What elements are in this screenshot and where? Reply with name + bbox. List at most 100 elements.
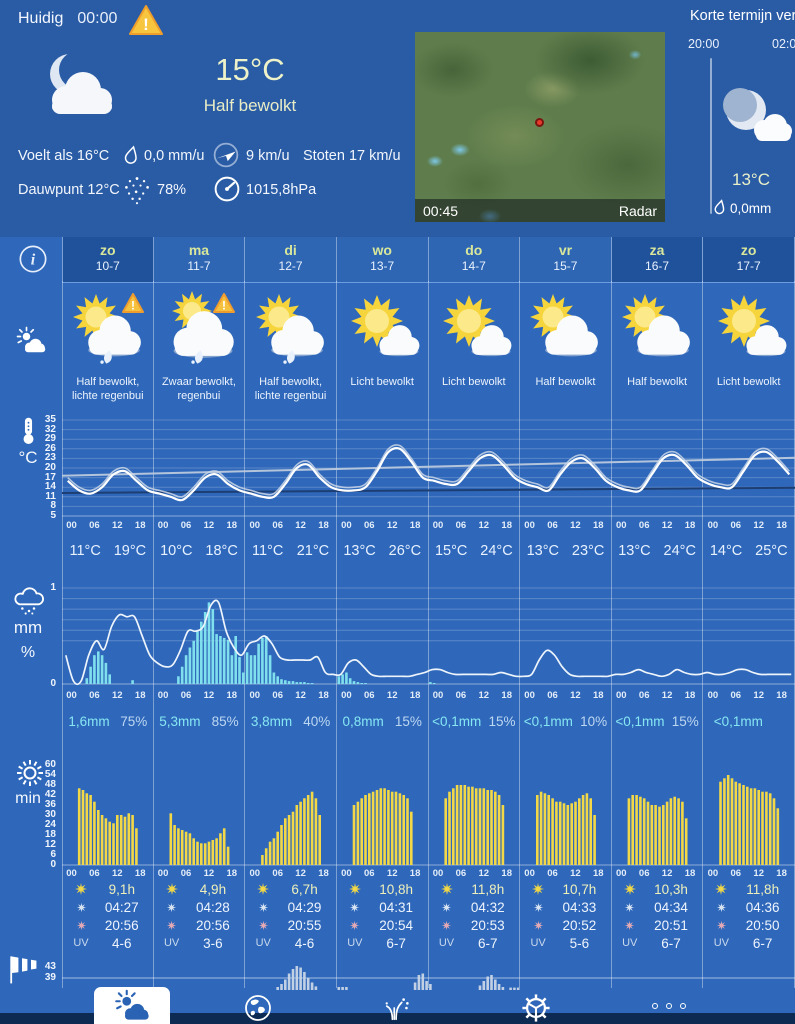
day-temps: 13°C 23°C (520, 543, 611, 559)
svg-text:06: 06 (456, 868, 467, 879)
feels-like: Voelt als 16°C (18, 148, 110, 164)
day-temp-min: 11°C (251, 543, 284, 559)
svg-text:00: 00 (250, 690, 261, 701)
day-name: vr (558, 242, 573, 258)
day-precip: 0,8mm 15% (337, 714, 428, 729)
tab-more[interactable] (652, 1003, 686, 1009)
y-tick: 29 (44, 433, 56, 445)
day-column-do-14-7[interactable]: do 14-7 Licht bewolkt 15°C 24°C <0,1mm 15% 11,8… (428, 237, 521, 988)
svg-text:!: ! (143, 15, 149, 34)
sunset-icon (520, 920, 548, 931)
day-uv: 4-6 (294, 935, 315, 951)
day-sunset-row: 20:56 (63, 916, 153, 934)
current-time: 00:00 (77, 10, 118, 27)
svg-text:00: 00 (524, 520, 535, 531)
day-column-ma-11-7[interactable]: ma 11-7! Zwaar bewolkt, regenbui 10°C 18°C 5,… (153, 237, 246, 988)
tab-settings[interactable] (521, 993, 551, 1024)
timeline-divider (710, 58, 712, 214)
current-condition: Half bewolkt (203, 96, 297, 115)
day-sun-hours: 9,1h (108, 881, 135, 897)
current-header: Huidig 00:00 (18, 10, 117, 28)
day-column-vr-15-7[interactable]: vr 15-7 Half bewolkt 13°C 23°C <0,1mm 10% 10,7h… (520, 237, 612, 988)
day-sun-hours-row: 6,7h (245, 880, 336, 898)
uv-label: UV (73, 937, 89, 949)
short-term-title: Korte termijn verwachting (690, 8, 795, 24)
day-temp-max: 24°C (663, 543, 696, 559)
day-name: di (284, 242, 297, 258)
day-header[interactable]: do 14-7 (428, 237, 520, 282)
svg-text:06: 06 (181, 520, 192, 531)
info-button[interactable]: i (18, 244, 48, 279)
day-sunrise-row: 04:33 (520, 898, 611, 916)
day-condition: Half bewolkt, lichte regenbui (72, 376, 144, 402)
svg-text:!: ! (131, 299, 135, 313)
day-sunrise-row: 04:31 (337, 898, 428, 916)
y-tick: 42 (44, 789, 56, 800)
day-column-di-12-7[interactable]: di 12-7 Half bewolkt, lichte regenbui 11°C 2… (245, 237, 337, 988)
svg-text:12: 12 (570, 868, 581, 879)
sunset-icon (63, 920, 91, 931)
svg-text:06: 06 (731, 520, 742, 531)
y-tick: 36 (44, 799, 56, 810)
moon-cloud-icon (36, 44, 124, 129)
day-sunset-row: 20:54 (337, 916, 428, 934)
day-column-za-16-7[interactable]: za 16-7 Half bewolkt 13°C 24°C <0,1mm 15% 10,3h… (611, 237, 704, 988)
day-temps: 15°C 24°C (429, 543, 520, 559)
radar-map[interactable]: 00:45 Radar (415, 32, 665, 222)
day-sunset-row: 20:55 (245, 916, 336, 934)
day-precip: 5,3mm 85% (154, 714, 245, 729)
day-sun-hours-row: 10,3h (612, 880, 703, 898)
sunrise-icon (520, 902, 548, 913)
day-header[interactable]: vr 15-7 (520, 237, 611, 282)
day-precip: 3,8mm 40% (245, 714, 336, 729)
sun-cloud-rain-warning-icon: ! (63, 283, 153, 375)
day-date: 15-7 (553, 259, 578, 273)
day-sunrise: 04:29 (287, 899, 322, 915)
sun-small-cloud-icon (703, 283, 794, 375)
day-name: zo (100, 242, 116, 258)
day-temp-min: 14°C (709, 543, 743, 559)
day-header[interactable]: za 16-7 (611, 237, 703, 282)
y-tick: 32 (44, 423, 56, 435)
pollen-icon (385, 998, 409, 1021)
wind-gusts: Stoten 17 km/u (303, 148, 401, 164)
svg-text:12: 12 (112, 690, 123, 701)
day-header[interactable]: ma 11-7 (153, 237, 245, 282)
svg-text:12: 12 (295, 520, 306, 531)
day-header[interactable]: zo 10-7 (63, 237, 153, 282)
sunrise-icon (703, 902, 731, 913)
day-sun-hours: 4,9h (199, 881, 227, 897)
day-sunset: 20:53 (470, 917, 505, 933)
sun-icon (703, 882, 731, 896)
day-header[interactable]: zo 17-7 (703, 237, 794, 282)
svg-text:06: 06 (89, 868, 100, 879)
day-column-zo-17-7[interactable]: zo 17-7 Licht bewolkt 14°C 25°C <0,1mm 11,8h 04… (703, 237, 795, 988)
current-label: Huidig (18, 10, 64, 27)
radar-label: Radar (618, 202, 657, 219)
day-column-zo-10-7[interactable]: zo 10-7! Half bewolkt, lichte regenbui 11°C… (62, 237, 154, 988)
day-column-wo-13-7[interactable]: wo 13-7 Licht bewolkt 13°C 26°C 0,8mm 15% 10,8h… (336, 237, 429, 988)
day-date: 14-7 (461, 259, 486, 273)
sunrise-icon (245, 902, 273, 913)
day-name: do (465, 242, 483, 258)
day-temp-min: 10°C (160, 543, 193, 559)
wind-speed: 9 km/u (246, 148, 290, 164)
svg-text:12: 12 (662, 690, 673, 701)
svg-text:!: ! (222, 299, 226, 313)
day-sun-hours-row: 10,7h (520, 880, 611, 898)
y-tick: 8 (50, 500, 56, 512)
tab-weather[interactable] (94, 987, 170, 1024)
day-header[interactable]: wo 13-7 (336, 237, 428, 282)
tab-pollen[interactable] (383, 993, 413, 1024)
day-sunrise-row: 04:36 (703, 898, 794, 916)
day-header[interactable]: di 12-7 (245, 237, 336, 282)
svg-text:06: 06 (456, 520, 467, 531)
wind-direction-icon (212, 141, 240, 174)
short-term-start: 20:00 (688, 37, 720, 51)
svg-text:06: 06 (456, 690, 467, 701)
tab-world[interactable] (243, 993, 273, 1024)
warning-triangle-icon[interactable]: ! (128, 4, 164, 41)
svg-text:18: 18 (776, 690, 787, 701)
svg-text:06: 06 (181, 868, 192, 879)
